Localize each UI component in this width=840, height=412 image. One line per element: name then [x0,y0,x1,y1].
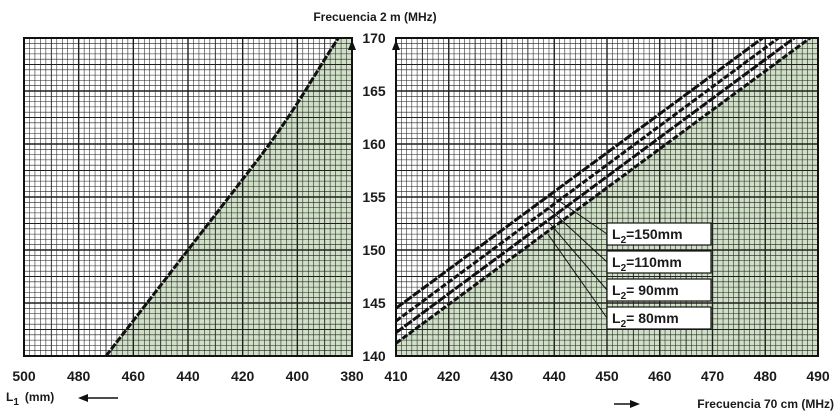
legend-leader-line [547,193,608,235]
x-tick-label: 470 [701,368,725,384]
y-tick-label: 170 [362,30,386,46]
x-tick-label: 420 [231,368,255,384]
left-curves [104,38,340,356]
x-tick-label: 450 [595,368,619,384]
left-plot-frame [23,37,353,357]
y-tick-label: 165 [362,83,386,99]
legend-leader-line [547,207,608,263]
x-tick-label: 410 [384,368,408,384]
left-x-tick-labels: 500 480 460 440 420 400 380 [12,368,364,384]
series-line-2 [396,38,780,323]
y-tick-label: 160 [362,136,386,152]
left-axis-arrow-icon [348,40,356,50]
x-tick-label: 460 [122,368,146,384]
series-line-3 [396,38,796,334]
x-tick-label: 420 [437,368,461,384]
x-tick-label: 460 [648,368,672,384]
legend-label: L2= 80mm [612,310,679,330]
y-tick-label: 150 [362,242,386,258]
x-tick-label: 480 [754,368,778,384]
x-tick-label: 440 [176,368,200,384]
right-axis-arrow-icon [392,40,400,50]
x-tick-label: 380 [340,368,364,384]
y-axis-title: Frecuencia 2 m (MHz) [313,10,436,24]
left-curve-line [104,38,340,356]
legend-leader-line [547,234,608,319]
legend-leader-line [547,221,608,291]
x-axis-title-left-sub: 1 [13,397,19,408]
x-tick-label: 480 [67,368,91,384]
x-axis-title-left-main: L [6,390,13,404]
legend-label: L2= 90mm [612,282,679,302]
x-axis-title-right: Frecuencia 70 cm (MHz) [614,397,834,411]
legend-label: L2=110mm [612,254,682,274]
series-line-1 [396,38,764,310]
legend: L2=150mm L2=110mm L2= 90mm L2= 80mm [547,193,712,330]
y-tick-label: 155 [362,189,386,205]
x-axis-title-left: L1 (mm) [6,390,118,408]
legend-label: L2=150mm [612,226,683,246]
x-tick-label: 440 [543,368,567,384]
x-axis-title-left-unit: (mm) [25,390,54,404]
left-direction-arrowhead-icon [78,394,88,402]
svg-text:L1(mm): L1 (mm) [6,390,54,408]
x-axis-title-right-text: Frecuencia 70 cm (MHz) [697,397,834,411]
series-line-4 [396,38,811,345]
y-tick-label: 140 [362,348,386,364]
right-x-tick-labels: 410 420 430 440 450 460 470 480 490 [384,368,830,384]
right-curves [396,38,811,345]
right-direction-arrowhead-icon [630,400,640,408]
x-tick-label: 400 [286,368,310,384]
x-tick-label: 430 [490,368,514,384]
y-tick-labels: 140 145 150 155 160 165 170 [362,30,386,364]
left-grid [23,37,353,357]
x-tick-label: 500 [12,368,36,384]
right-plot-frame [395,37,819,357]
x-tick-label: 490 [806,368,830,384]
y-tick-label: 145 [362,295,386,311]
